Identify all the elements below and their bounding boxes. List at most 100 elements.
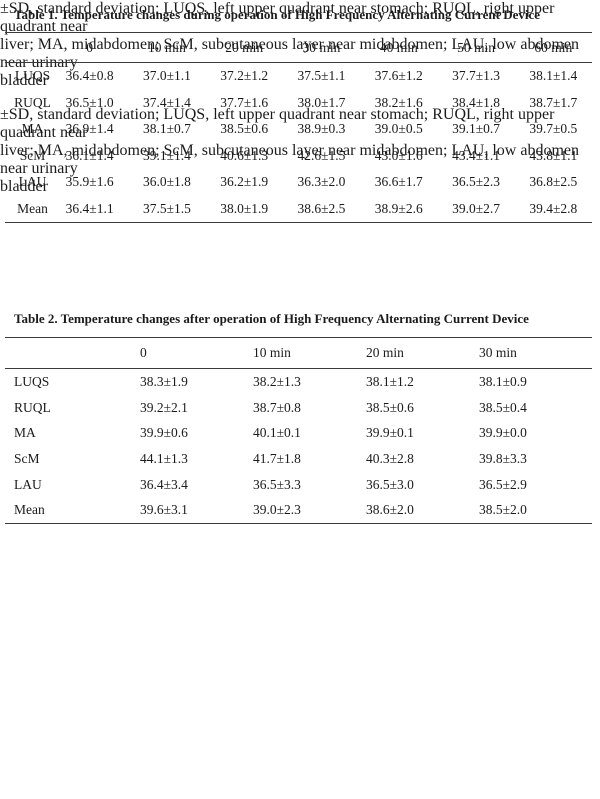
cell: 38.0±1.9	[220, 200, 269, 216]
table-row: LAU 36.4±3.4 36.5±3.3 36.5±3.0 36.5±2.9	[5, 472, 592, 498]
column-header: 10 min	[253, 345, 291, 360]
table-row: MA 36.9±1.4 38.1±0.7 38.5±0.6 38.9±0.3 3…	[5, 116, 592, 143]
footnote-line: liver; MA, midabdomen; ScM, subcutaneous…	[0, 36, 579, 71]
column-header: 30 min	[302, 39, 341, 55]
cell: 38.6±2.0	[366, 502, 414, 518]
table-row: RUQL 39.2±2.1 38.7±0.8 38.5±0.6 38.5±0.4	[5, 395, 592, 421]
cell: 36.5±3.0	[366, 476, 414, 492]
row-label: MA	[21, 121, 44, 137]
cell: 38.9±2.6	[374, 200, 423, 216]
cell: 38.1±1.2	[366, 373, 414, 389]
cell: 36.5±1.0	[65, 94, 114, 110]
cell: 39.9±0.0	[479, 425, 527, 441]
cell: 37.6±1.2	[374, 68, 423, 84]
row-label: RUQL	[14, 94, 51, 110]
cell: 37.7±1.3	[452, 68, 500, 84]
table1: 0 10 min 20 min 30 min 40 min 50 min 60 …	[5, 32, 592, 223]
cell: 39.0±2.7	[452, 200, 500, 216]
cell: 38.3±1.9	[140, 373, 188, 389]
table-row: Mean 39.6±3.1 39.0±2.3 38.6±2.0 38.5±2.0	[5, 497, 592, 524]
cell: 40.3±2.8	[366, 450, 414, 466]
column-header: 60 min	[534, 39, 573, 55]
cell: 40.6±1.3	[220, 147, 269, 163]
cell: 43.0±1.6	[374, 147, 423, 163]
column-header: 10 min	[147, 39, 186, 55]
table1-title: Table 1. Temperature changes during oper…	[14, 7, 541, 22]
footnote-line: bladder	[0, 178, 48, 195]
cell: 39.0±0.5	[374, 121, 423, 137]
cell: 39.1±1.4	[142, 147, 191, 163]
cell: 36.5±2.9	[479, 476, 527, 492]
cell: 39.7±0.5	[529, 121, 578, 137]
cell: 36.1±1.4	[65, 147, 114, 163]
row-label: MA	[14, 425, 36, 441]
table2-title: Table 2. Temperature changes after opera…	[14, 311, 529, 326]
cell: 38.6±2.5	[297, 200, 346, 216]
cell: 37.5±1.5	[142, 200, 191, 216]
table-row: LUQS 36.4±0.8 37.0±1.1 37.2±1.2 37.5±1.1…	[5, 63, 592, 90]
row-label: Mean	[14, 502, 45, 518]
cell: 37.5±1.1	[297, 68, 346, 84]
cell: 37.4±1.4	[142, 94, 191, 110]
row-label: Mean	[17, 200, 48, 216]
footnote-line: ±SD, standard deviation; LUQS, left uppe…	[0, 0, 555, 35]
cell: 38.1±0.7	[142, 121, 191, 137]
footnote-line: liver; MA, midabdomen; ScM, subcutaneous…	[0, 142, 579, 177]
cell: 39.6±3.1	[140, 502, 188, 518]
row-label: LAU	[18, 174, 47, 190]
cell: 38.4±1.8	[452, 94, 500, 110]
cell: 38.1±1.4	[529, 68, 578, 84]
cell: 39.8±3.3	[479, 450, 527, 466]
cell: 36.4±0.8	[65, 68, 114, 84]
column-header: 30 min	[479, 345, 517, 360]
column-header: 20 min	[225, 39, 264, 55]
cell: 38.5±0.4	[479, 399, 527, 415]
cell: 39.9±0.1	[366, 425, 414, 441]
table1-header-row: 0 10 min 20 min 30 min 40 min 50 min 60 …	[5, 33, 592, 63]
cell: 43.4±1.1	[452, 147, 500, 163]
cell: 35.9±1.6	[65, 174, 114, 190]
cell: 43.8±1.1	[529, 147, 578, 163]
cell: 37.0±1.1	[142, 68, 191, 84]
column-header: 0	[140, 345, 147, 360]
table-row: Mean 36.4±1.1 37.5±1.5 38.0±1.9 38.6±2.5…	[5, 196, 592, 223]
cell: 39.4±2.8	[529, 200, 578, 216]
cell: 38.7±1.7	[529, 94, 578, 110]
table-row: LAU 35.9±1.6 36.0±1.8 36.2±1.9 36.3±2.0 …	[5, 169, 592, 196]
cell: 36.3±2.0	[297, 174, 346, 190]
cell: 37.2±1.2	[220, 68, 269, 84]
cell: 37.7±1.6	[220, 94, 269, 110]
column-header	[5, 338, 140, 369]
row-label: ScM	[14, 450, 40, 466]
column-header: 40 min	[379, 39, 418, 55]
table2: 0 10 min 20 min 30 min LUQS 38.3±1.9 38.…	[5, 337, 592, 524]
cell: 36.9±1.4	[65, 121, 114, 137]
table-row: ScM 44.1±1.3 41.7±1.8 40.3±2.8 39.8±3.3	[5, 446, 592, 472]
cell: 38.2±1.6	[374, 94, 423, 110]
table2-header-row: 0 10 min 20 min 30 min	[5, 338, 592, 369]
cell: 39.2±2.1	[140, 399, 188, 415]
cell: 44.1±1.3	[140, 450, 188, 466]
cell: 36.4±1.1	[65, 200, 114, 216]
row-label: LUQS	[14, 373, 50, 389]
row-label: LAU	[14, 476, 42, 492]
cell: 39.1±0.7	[452, 121, 500, 137]
cell: 39.9±0.6	[140, 425, 188, 441]
cell: 38.5±0.6	[220, 121, 269, 137]
cell: 39.0±2.3	[253, 502, 301, 518]
cell: 42.6±1.5	[297, 147, 346, 163]
cell: 38.5±2.0	[479, 502, 527, 518]
row-label: LUQS	[14, 68, 51, 84]
cell: 40.1±0.1	[253, 425, 301, 441]
column-header: 50 min	[457, 39, 495, 55]
cell: 38.7±0.8	[253, 399, 301, 415]
column-header: 0	[86, 39, 94, 55]
cell: 36.5±3.3	[253, 476, 301, 492]
column-header: 20 min	[366, 345, 404, 360]
cell: 38.0±1.7	[297, 94, 346, 110]
cell: 36.0±1.8	[142, 174, 191, 190]
footnote-line: bladder	[0, 72, 48, 89]
column-header	[5, 33, 51, 63]
table-row: MA 39.9±0.6 40.1±0.1 39.9±0.1 39.9±0.0	[5, 420, 592, 446]
